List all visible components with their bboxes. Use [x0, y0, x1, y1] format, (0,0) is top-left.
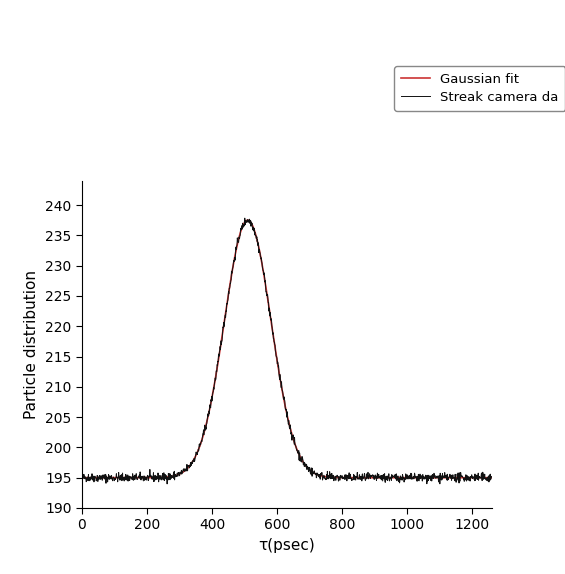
Gaussian fit	[116, 474, 123, 481]
Streak camera da	[91, 474, 98, 480]
Gaussian fit	[244, 217, 251, 224]
Streak camera da	[150, 478, 157, 485]
Gaussian fit	[488, 474, 495, 481]
Gaussian fit	[150, 474, 157, 481]
Legend: Gaussian fit, Streak camera da: Gaussian fit, Streak camera da	[394, 66, 565, 111]
Gaussian fit	[130, 474, 137, 481]
Streak camera da	[290, 432, 297, 439]
Streak camera da	[164, 480, 171, 487]
Streak camera da	[79, 473, 85, 480]
Gaussian fit	[91, 474, 98, 481]
X-axis label: τ(psec): τ(psec)	[258, 538, 315, 553]
Streak camera da	[130, 473, 137, 480]
Gaussian fit	[79, 474, 85, 481]
Streak camera da	[116, 475, 123, 482]
Y-axis label: Particle distribution: Particle distribution	[24, 270, 40, 419]
Gaussian fit	[289, 435, 296, 441]
Line: Streak camera da: Streak camera da	[82, 218, 492, 484]
Line: Gaussian fit: Gaussian fit	[82, 220, 492, 478]
Gaussian fit	[442, 474, 449, 481]
Gaussian fit	[484, 474, 491, 481]
Streak camera da	[484, 474, 491, 480]
Streak camera da	[488, 473, 495, 480]
Streak camera da	[241, 215, 248, 222]
